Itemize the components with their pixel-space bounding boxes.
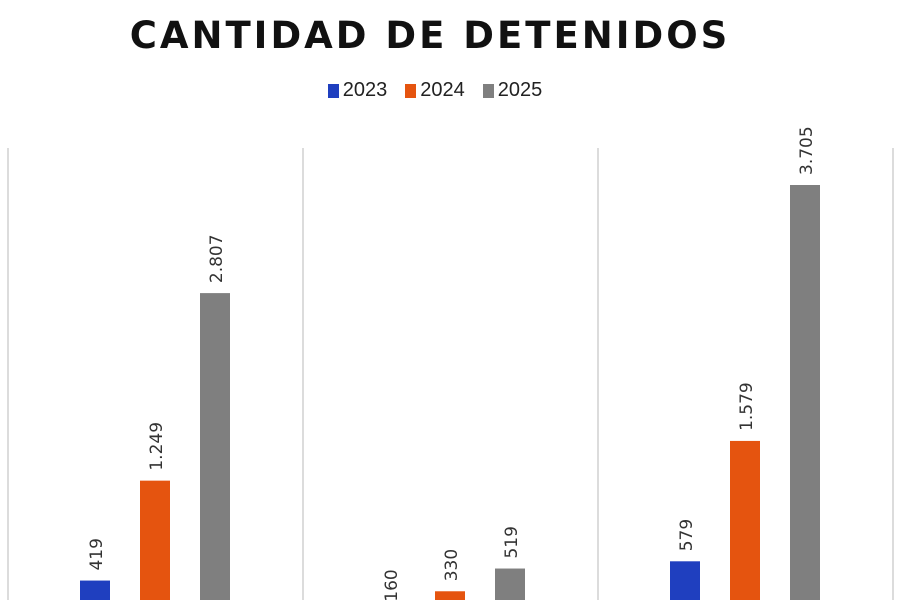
legend-item-2025: 2025 — [482, 79, 543, 102]
bar-2025 — [790, 185, 820, 600]
bar-2023 — [670, 561, 700, 600]
legend-swatch — [482, 83, 494, 98]
bar-2024 — [730, 440, 760, 600]
legend-label: 2024 — [420, 79, 465, 101]
legend-label: 2023 — [342, 79, 388, 101]
data-label: 1.579 — [737, 382, 757, 431]
bar-2024 — [140, 480, 170, 600]
data-label: 1.249 — [147, 422, 167, 471]
legend-item-2023: 2023 — [327, 79, 388, 102]
data-label: 160 — [382, 569, 402, 600]
legend-label: 2025 — [497, 79, 543, 101]
bar-2025 — [200, 293, 230, 600]
data-label: 2.807 — [207, 234, 227, 283]
chart-title: CANTIDAD DE DETENIDOS — [129, 14, 731, 57]
legend: 2023 2024 2025 — [0, 79, 870, 102]
legend-swatch — [405, 83, 417, 98]
bar-2025 — [495, 568, 525, 600]
data-label: 330 — [442, 549, 462, 581]
bar-2024 — [435, 591, 465, 600]
data-label: 519 — [502, 526, 522, 558]
legend-swatch — [327, 83, 339, 98]
data-label: 579 — [677, 519, 697, 551]
data-label: 3.705 — [797, 126, 817, 175]
legend-item-2024: 2024 — [405, 79, 465, 102]
bar-2023 — [80, 580, 110, 600]
data-label: 419 — [87, 538, 107, 570]
